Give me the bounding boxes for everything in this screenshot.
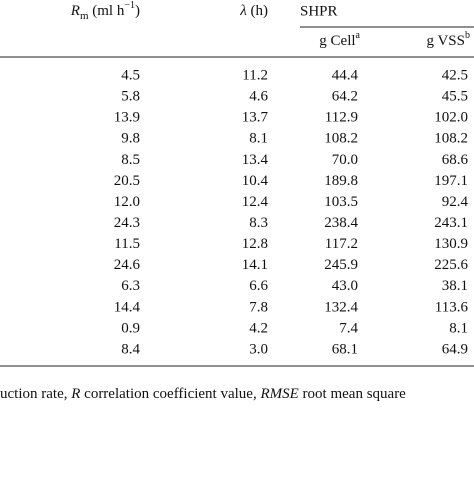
table-cell: 12.0	[114, 194, 140, 210]
header-vss: g VSSb	[427, 30, 471, 49]
table-cell: 130.9	[434, 236, 468, 252]
table-cell: 11.2	[242, 67, 268, 83]
table-cell: 132.4	[324, 299, 358, 315]
table-cell: 68.6	[442, 152, 469, 168]
table-cell: 108.2	[324, 131, 358, 147]
table-cell: 64.9	[442, 341, 468, 357]
header-group: SHPR	[300, 3, 338, 19]
table-cell: 68.1	[332, 341, 358, 357]
table-cell: 70.0	[332, 152, 358, 168]
table-cell: 8.1	[249, 131, 268, 147]
table-cell: 245.9	[324, 257, 358, 273]
footnote: uction rate, R correlation coefficient v…	[0, 386, 406, 402]
table-cell: 43.0	[332, 278, 358, 294]
table-cell: 117.2	[325, 236, 358, 252]
table-cell: 4.2	[249, 320, 268, 336]
table-cell: 42.5	[442, 67, 468, 83]
table-cell: 225.6	[434, 257, 468, 273]
table-cell: 92.4	[442, 194, 469, 210]
table-cell: 112.9	[325, 110, 358, 126]
table-cell: 197.1	[434, 173, 468, 189]
table-cell: 64.2	[332, 89, 358, 105]
table-cell: 3.0	[249, 341, 268, 357]
table-cell: 24.3	[114, 215, 140, 231]
table-cell: 8.5	[121, 152, 140, 168]
table-cell: 5.8	[121, 89, 140, 105]
table-cell: 38.1	[442, 278, 468, 294]
table-cell: 8.1	[449, 320, 468, 336]
table-cell: 4.6	[249, 89, 268, 105]
table-cell: 102.0	[434, 110, 468, 126]
table-cell: 7.4	[339, 320, 358, 336]
table-cell: 12.8	[242, 236, 268, 252]
header-lambda: λ (h)	[239, 3, 268, 19]
table-cell: 44.4	[332, 67, 359, 83]
table-cell: 8.3	[249, 215, 268, 231]
table-cell: 45.5	[442, 89, 468, 105]
table-cell: 8.4	[121, 341, 140, 357]
table-cell: 189.8	[324, 173, 358, 189]
table-cell: 13.7	[242, 110, 269, 126]
header-rm: Rm (ml h−1)	[70, 0, 140, 21]
table-cell: 108.2	[434, 131, 468, 147]
table-cell: 7.8	[249, 299, 268, 315]
table-cell: 238.4	[324, 215, 358, 231]
header-cell: g Cella	[319, 30, 360, 49]
table-cell: 13.4	[242, 152, 269, 168]
table-cell: 11.5	[114, 236, 140, 252]
table-cell: 0.9	[121, 320, 140, 336]
table-cell: 103.5	[324, 194, 358, 210]
table-cell: 12.4	[242, 194, 269, 210]
table-cell: 13.9	[114, 110, 140, 126]
table-cell: 14.1	[242, 257, 268, 273]
table-cell: 4.5	[121, 67, 140, 83]
table-cell: 9.8	[121, 131, 140, 147]
table-cell: 6.6	[249, 278, 268, 294]
table-cell: 24.6	[114, 257, 141, 273]
table-cell: 10.4	[242, 173, 269, 189]
table-cell: 243.1	[434, 215, 468, 231]
table-cell: 6.3	[121, 278, 140, 294]
table-cell: 14.4	[114, 299, 141, 315]
table-cell: 113.6	[435, 299, 469, 315]
table-cell: 20.5	[114, 173, 140, 189]
